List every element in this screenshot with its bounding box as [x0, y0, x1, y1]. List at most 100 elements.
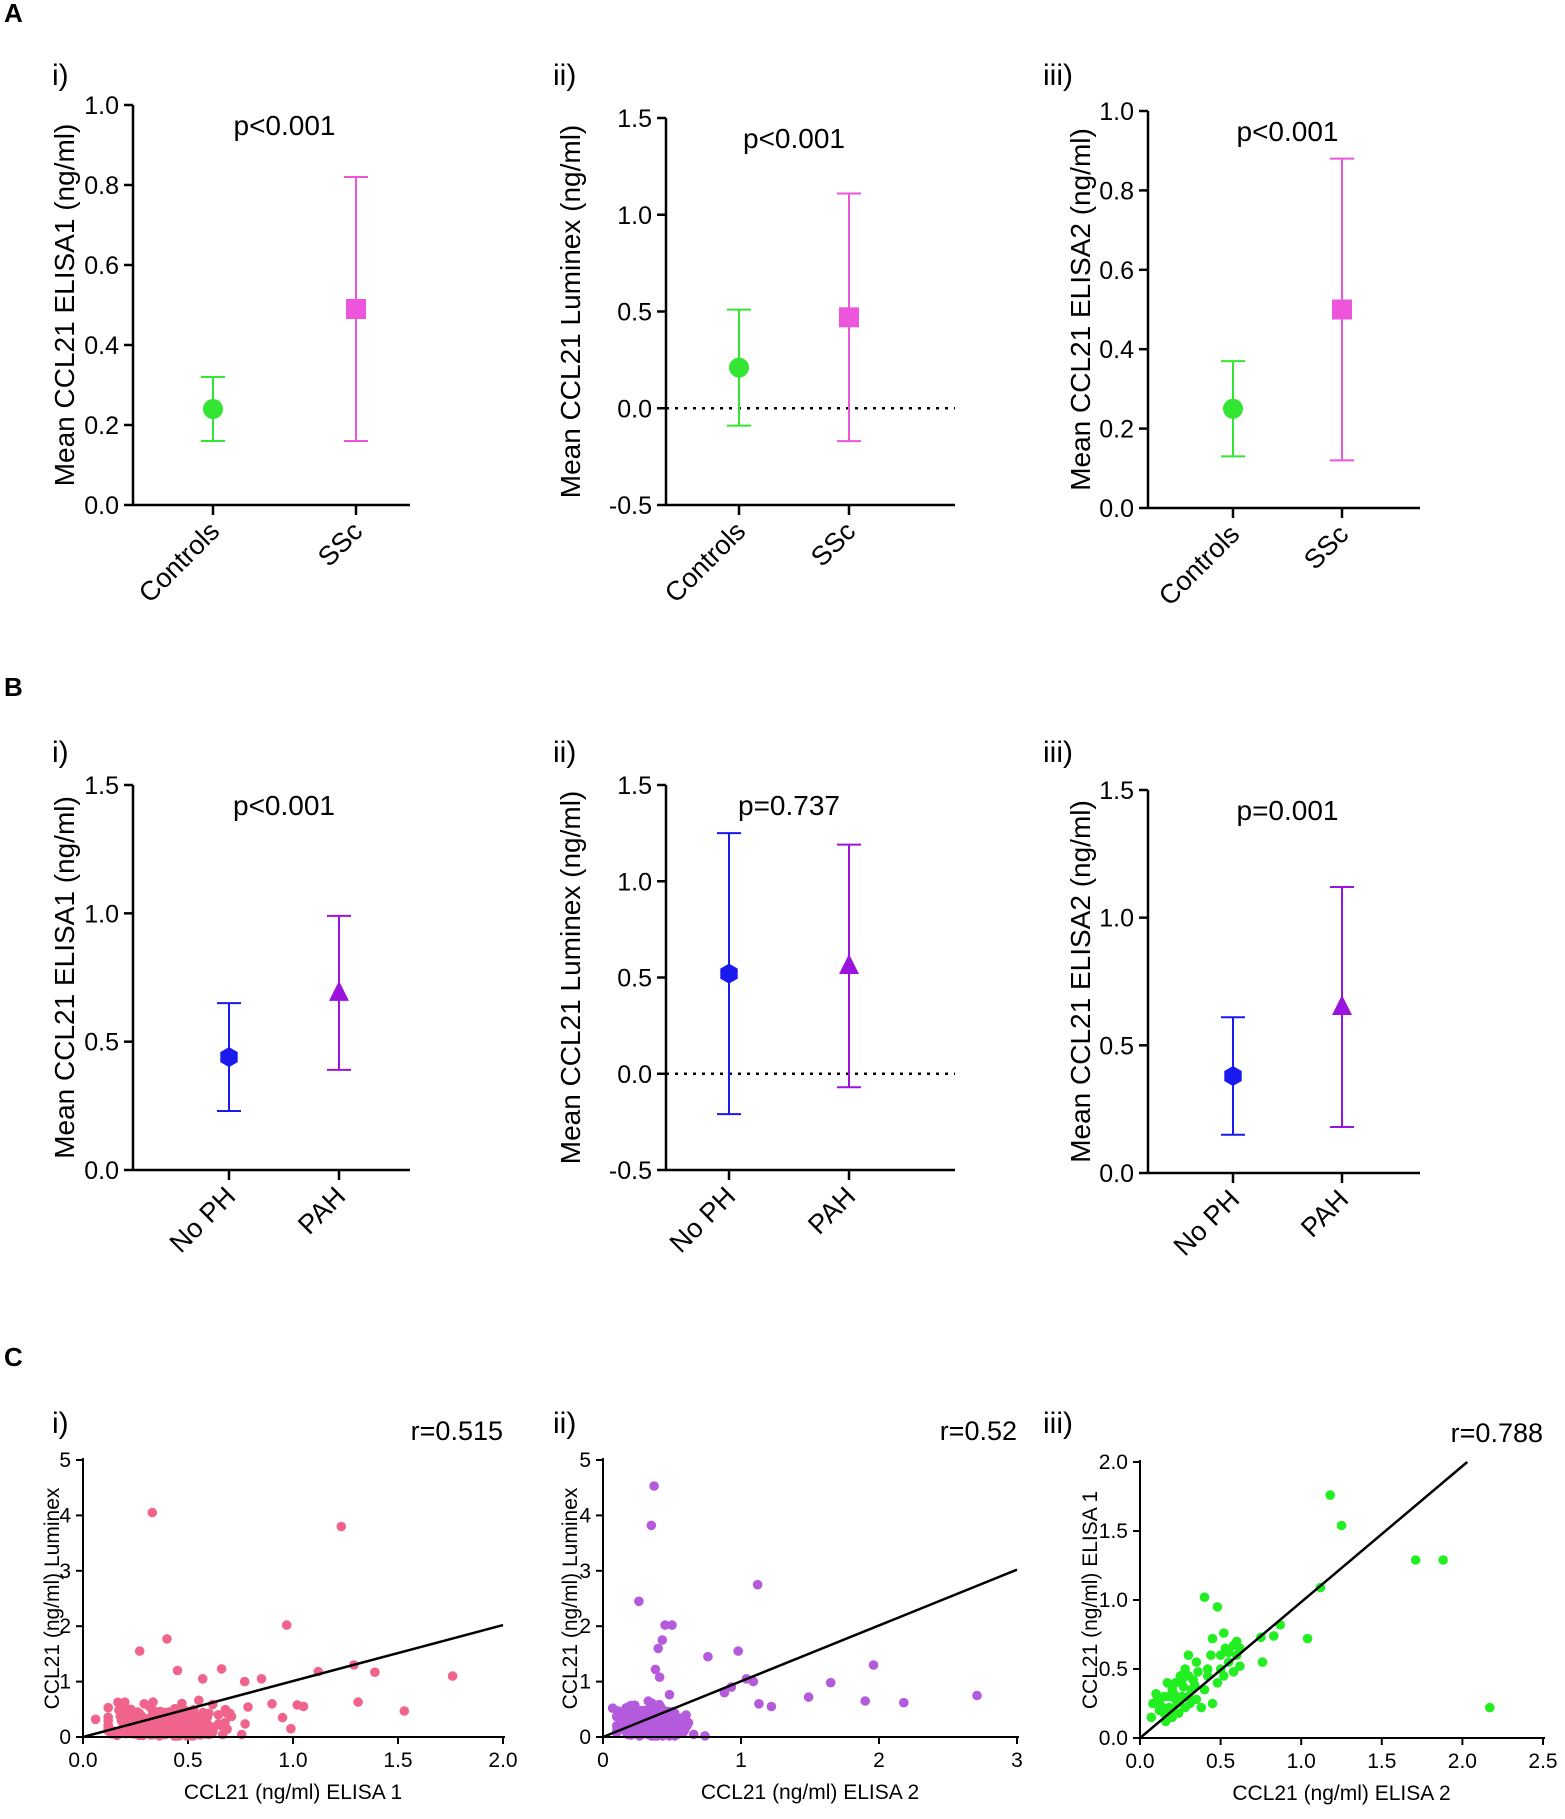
category-label: Controls	[659, 516, 751, 608]
y-tick-label: 1.0	[617, 868, 652, 896]
data-point	[703, 1651, 713, 1662]
category-label: No PH	[1168, 1184, 1245, 1261]
data-point	[657, 1716, 667, 1727]
mean-marker	[1224, 1066, 1242, 1086]
data-point	[353, 1697, 363, 1707]
data-point	[1196, 1702, 1207, 1713]
y-tick-label: 2.0	[1099, 1451, 1128, 1474]
data-point	[1219, 1671, 1229, 1681]
data-point	[144, 1728, 155, 1738]
mean-marker	[1223, 398, 1243, 419]
y-axis-label: CCL21 (ng/ml) Luminex	[559, 1487, 582, 1709]
y-tick-label: 0.0	[84, 492, 119, 520]
data-point	[162, 1634, 172, 1644]
data-point	[161, 1724, 171, 1734]
panel-label: i)	[52, 736, 69, 769]
x-axis-label: CCL21 (ng/ml) ELISA 2	[1232, 1782, 1450, 1805]
y-tick-label: -0.5	[609, 492, 652, 520]
x-tick-label: 2.5	[1528, 1750, 1557, 1773]
data-points	[1146, 1490, 1495, 1727]
mean-marker	[839, 953, 859, 974]
y-tick-label: 0.4	[1099, 336, 1134, 364]
data-point	[182, 1725, 192, 1735]
panel-label: i)	[52, 59, 69, 92]
x-tick-label: 2.0	[488, 1749, 517, 1772]
data-point	[646, 1520, 657, 1531]
y-axis-label: Mean CCL21 Luminex (ng/ml)	[555, 791, 586, 1165]
data-point	[754, 1699, 764, 1709]
data-point	[860, 1696, 870, 1706]
y-tick-label: -0.5	[609, 1157, 652, 1185]
data-point	[972, 1690, 982, 1701]
y-axis-label: CCL21 (ng/ml) Luminex	[41, 1487, 64, 1709]
correlation-label: r=0.515	[411, 1416, 503, 1446]
data-point	[1219, 1628, 1229, 1638]
data-point	[1269, 1631, 1279, 1641]
group-controls: Controls	[659, 308, 751, 608]
y-tick-label: 0.5	[617, 299, 652, 327]
data-point	[447, 1671, 458, 1681]
data-point	[336, 1521, 347, 1532]
data-point	[399, 1706, 410, 1716]
y-tick-label: 1.0	[617, 202, 652, 230]
group-no-ph: No PH	[1168, 1016, 1245, 1261]
data-point	[208, 1725, 218, 1736]
data-point	[277, 1712, 288, 1723]
data-point	[676, 1713, 687, 1723]
mean-marker	[1332, 299, 1352, 320]
category-label: SSc	[805, 516, 861, 572]
group-ssc: SSc	[312, 176, 368, 572]
data-point	[868, 1660, 879, 1670]
panel-label: ii)	[553, 1407, 576, 1440]
p-value-label: p<0.001	[1237, 116, 1339, 147]
y-tick-label: 1.0	[1099, 1589, 1128, 1612]
data-point	[1183, 1671, 1194, 1681]
data-point	[700, 1731, 710, 1741]
data-point	[825, 1677, 836, 1688]
mean-marker	[203, 399, 223, 419]
data-point	[664, 1689, 675, 1700]
panel-b-ii: ii) -0.5 0.0 0.5 1.0 1.5 Mean CCL21 Luminex (n…	[553, 736, 955, 1258]
group-pah: PAH	[1295, 886, 1354, 1243]
data-point	[1183, 1650, 1194, 1660]
data-point	[239, 1676, 250, 1687]
data-point	[1191, 1657, 1202, 1667]
data-point	[1410, 1555, 1421, 1565]
data-point	[626, 1730, 636, 1740]
group-pah: PAH	[292, 914, 351, 1240]
y-axis-label: Mean CCL21 ELISA1 (ng/ml)	[49, 796, 80, 1159]
y-axis-label: Mean CCL21 ELISA1 (ng/ml)	[49, 124, 80, 487]
data-point	[625, 1700, 636, 1711]
group-ssc: SSc	[805, 192, 861, 572]
y-tick-label: 0.5	[84, 1029, 119, 1057]
data-point	[177, 1716, 187, 1726]
y-tick-label: 0	[579, 1726, 591, 1749]
data-point	[667, 1711, 677, 1721]
category-label: No PH	[664, 1181, 741, 1258]
y-tick-label: 0.0	[84, 1157, 119, 1185]
data-point	[134, 1646, 145, 1656]
y-tick-label: 4	[59, 1504, 71, 1527]
data-point	[139, 1699, 149, 1709]
p-value-label: p<0.001	[743, 123, 845, 154]
data-point	[1185, 1698, 1195, 1709]
x-tick-label: 0.0	[68, 1749, 97, 1772]
data-point	[197, 1674, 208, 1684]
panel-label: iii)	[1043, 736, 1073, 769]
panel-label: iii)	[1043, 59, 1073, 92]
x-axis-label: CCL21 (ng/ml) ELISA 2	[701, 1781, 919, 1804]
data-point	[169, 1721, 179, 1731]
y-tick-label: 1.5	[617, 105, 652, 133]
category-label: PAH	[1295, 1184, 1354, 1243]
data-point	[1215, 1650, 1226, 1660]
category-label: No PH	[164, 1181, 241, 1258]
data-point	[240, 1719, 250, 1729]
data-point	[172, 1665, 183, 1676]
data-point	[1438, 1555, 1448, 1565]
data-point	[1199, 1684, 1210, 1695]
data-point	[646, 1719, 656, 1730]
y-axis-label: Mean CCL21 ELISA2 (ng/ml)	[1065, 128, 1096, 491]
